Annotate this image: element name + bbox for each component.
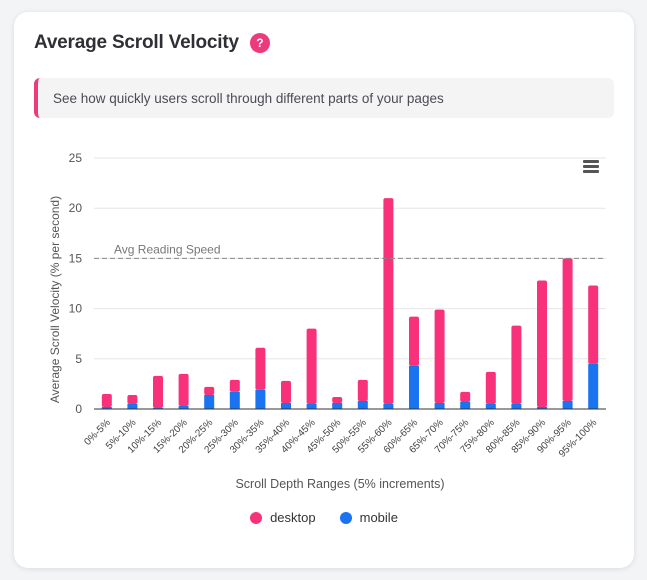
avg-reading-speed-label: Avg Reading Speed — [114, 242, 221, 256]
hamburger-menu-icon[interactable] — [583, 160, 599, 174]
bar-mobile-20%-25% — [204, 394, 215, 409]
bar-desktop-40%-45% — [306, 328, 317, 404]
bar-desktop-90%-95% — [562, 258, 573, 401]
bar-desktop-75%-80% — [485, 371, 496, 404]
y-tick-label-0: 0 — [75, 402, 82, 416]
bar-desktop-95%-100% — [588, 285, 599, 364]
y-tick-label-5: 5 — [75, 352, 82, 366]
bar-desktop-20%-25% — [204, 386, 215, 395]
question-icon[interactable]: ? — [249, 33, 270, 53]
bar-mobile-0%-5% — [101, 406, 112, 409]
bar-desktop-0%-5% — [101, 393, 112, 407]
bar-mobile-75%-80% — [485, 403, 496, 409]
bar-mobile-80%-85% — [511, 403, 522, 409]
bar-mobile-40%-45% — [306, 403, 317, 409]
y-tick-label-15: 15 — [69, 251, 83, 265]
legend-dot-desktop — [250, 511, 263, 524]
bar-desktop-80%-85% — [511, 325, 522, 404]
bar-mobile-30%-35% — [255, 389, 266, 409]
bar-desktop-60%-65% — [409, 316, 419, 366]
bar-mobile-60%-65% — [409, 365, 419, 409]
chart-legend: desktop mobile — [14, 510, 634, 525]
bar-mobile-35%-40% — [281, 402, 291, 409]
bar-mobile-70%-75% — [460, 401, 471, 409]
bar-desktop-5%-10% — [127, 394, 138, 404]
bar-desktop-70%-75% — [460, 391, 471, 402]
bar-mobile-45%-50% — [332, 402, 343, 409]
y-tick-label-10: 10 — [69, 302, 83, 316]
x-axis-label: Scroll Depth Ranges (5% increments) — [235, 477, 444, 491]
legend-item-desktop[interactable]: desktop — [250, 510, 316, 525]
bar-desktop-10%-15% — [153, 375, 163, 408]
bar-mobile-85%-90% — [537, 406, 547, 409]
bar-mobile-95%-100% — [588, 363, 599, 409]
bar-chart: 0 5 10 15 20 25 Average Scroll Velocity (% per… — [48, 151, 606, 491]
chart-card: Average Scroll Velocity ? See how quickl… — [14, 12, 634, 568]
bar-desktop-30%-35% — [255, 347, 266, 390]
bar-mobile-15%-20% — [178, 405, 189, 409]
legend-label-mobile: mobile — [359, 510, 398, 525]
bar-desktop-55%-60% — [383, 198, 394, 404]
legend-dot-mobile — [339, 511, 352, 524]
bar-mobile-50%-55% — [357, 400, 368, 409]
description-banner: See how quickly users scroll through dif… — [34, 78, 614, 118]
bar-desktop-15%-20% — [178, 373, 189, 406]
bar-mobile-10%-15% — [153, 407, 163, 409]
title-row: Average Scroll Velocity ? — [34, 32, 270, 54]
bar-mobile-5%-10% — [127, 403, 138, 409]
bar-mobile-25%-30% — [229, 391, 240, 409]
bar-mobile-65%-70% — [434, 402, 445, 409]
y-axis-label: Average Scroll Velocity (% per second) — [48, 196, 62, 403]
bar-desktop-65%-70% — [434, 309, 445, 403]
chart-title: Average Scroll Velocity — [34, 32, 239, 53]
legend-label-desktop: desktop — [270, 510, 316, 525]
y-tick-label-25: 25 — [69, 151, 83, 165]
bar-desktop-85%-90% — [537, 280, 547, 407]
legend-item-mobile[interactable]: mobile — [339, 510, 398, 525]
y-tick-label-20: 20 — [69, 201, 83, 215]
bar-desktop-45%-50% — [332, 396, 343, 403]
bar-desktop-35%-40% — [281, 380, 291, 403]
description-text: See how quickly users scroll through dif… — [53, 90, 444, 106]
bar-mobile-55%-60% — [383, 403, 394, 409]
bar-desktop-25%-30% — [229, 379, 240, 392]
bar-mobile-90%-95% — [562, 400, 573, 409]
bar-desktop-50%-55% — [357, 379, 368, 401]
